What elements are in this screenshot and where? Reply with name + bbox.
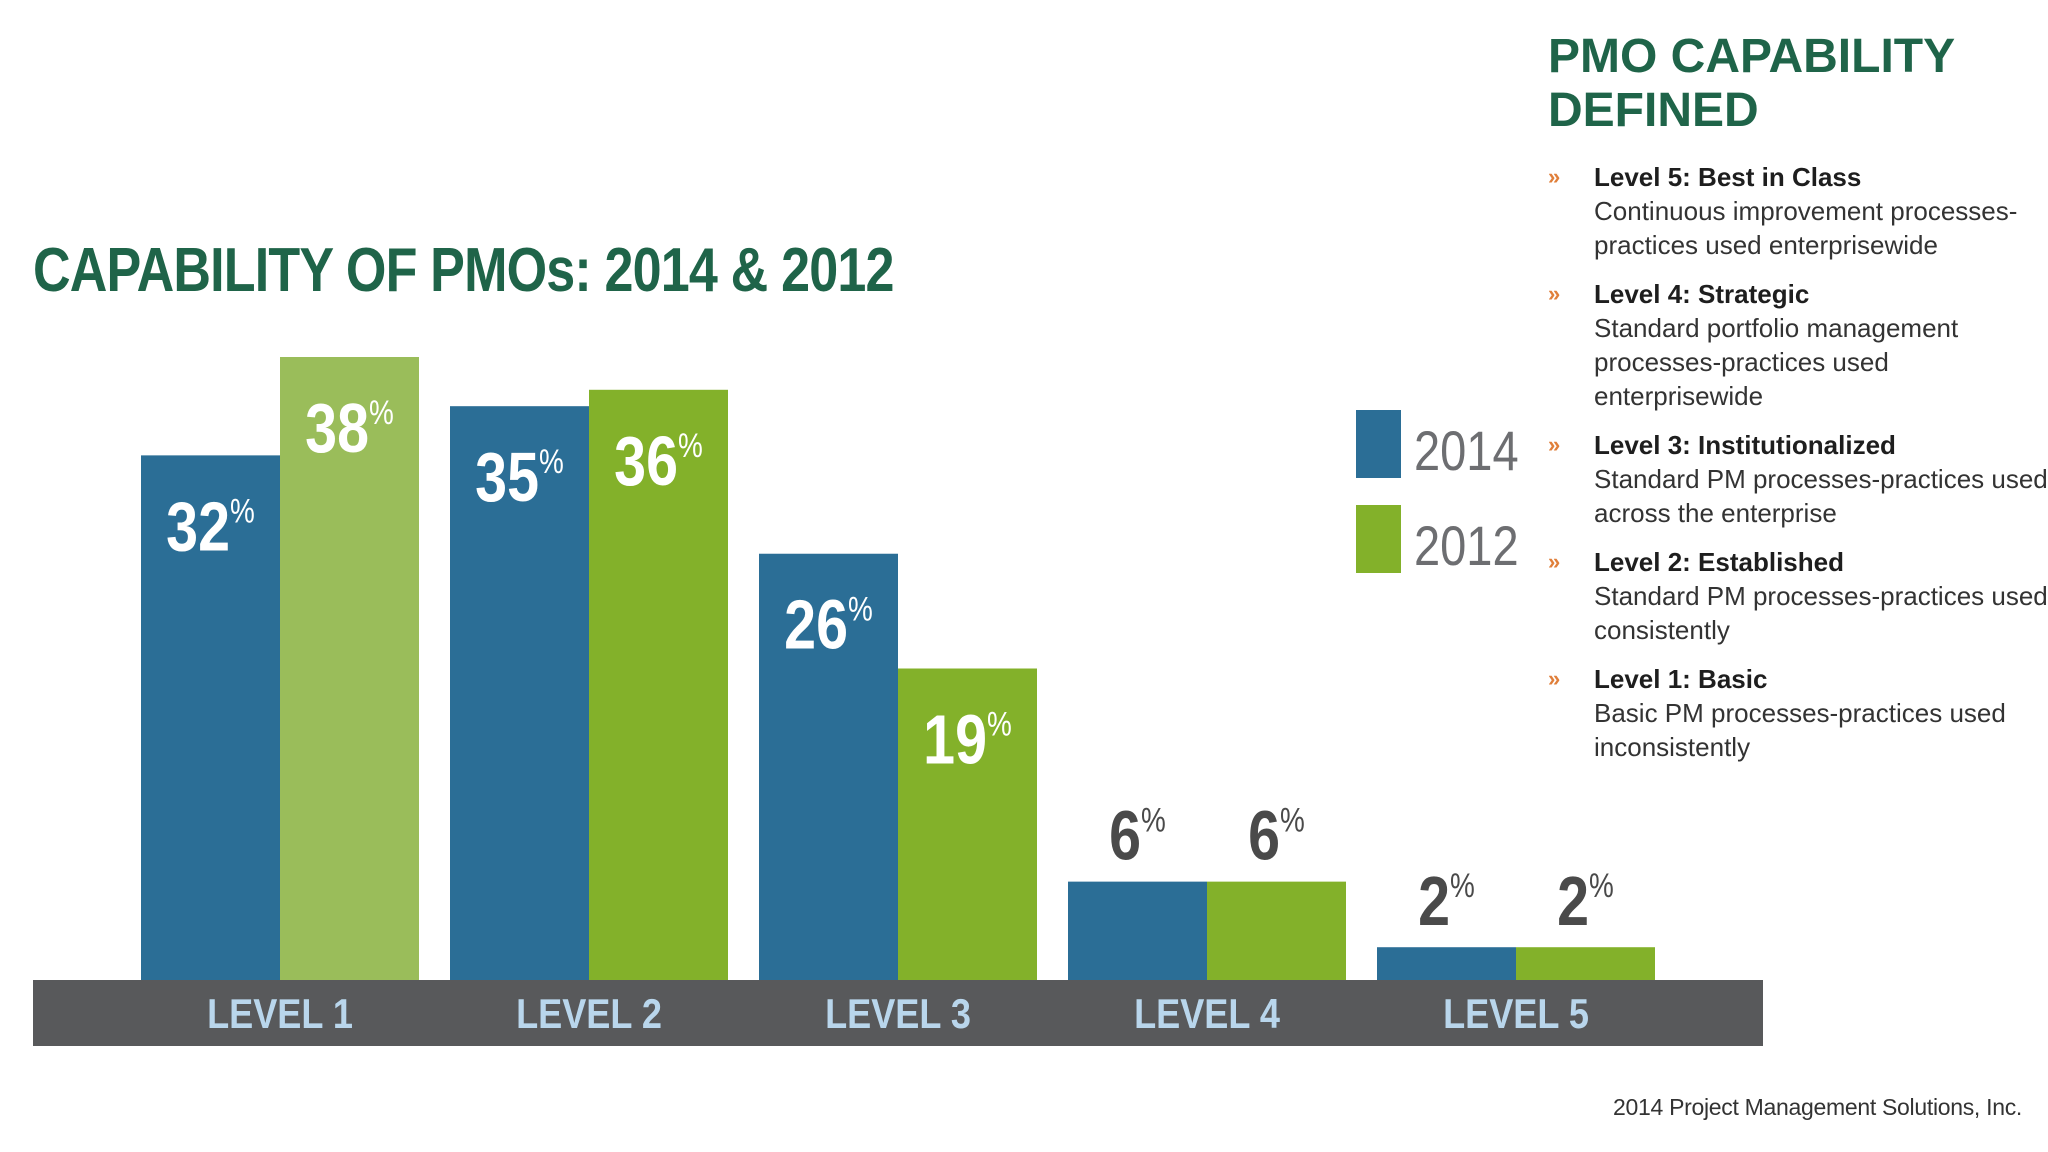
legend-swatch: [1356, 505, 1401, 573]
x-axis-band: [33, 980, 1763, 1046]
data-label: 6%: [1248, 796, 1305, 875]
bar: [141, 455, 280, 980]
data-label: 2%: [1418, 862, 1475, 941]
panel-title: PMO CAPABILITY DEFINED: [1548, 30, 1955, 137]
data-label: 32%: [166, 487, 255, 566]
legend-label: 2014: [1414, 419, 1519, 482]
data-label: 6%: [1109, 796, 1166, 875]
bar: [1516, 947, 1655, 980]
x-tick-label: LEVEL 2: [516, 992, 662, 1038]
capability-definitions-panel: PMO CAPABILITY DEFINED » Level 5: Best i…: [1548, 30, 2048, 779]
bullet-icon: »: [1548, 281, 1561, 306]
definition-description: Standard PM processes-practices used acr…: [1594, 464, 2048, 528]
definition-description: Continuous improvement processes-practic…: [1594, 196, 2018, 260]
bar: [759, 553, 898, 980]
data-label: 26%: [784, 585, 873, 664]
definition-item-level-4: » Level 4: Strategic Standard portfolio …: [1548, 277, 2048, 413]
x-tick-label: LEVEL 4: [1134, 992, 1280, 1038]
chart-title: CAPABILITY OF PMOs: 2014 & 2012: [33, 236, 894, 305]
data-label: 35%: [475, 438, 564, 517]
definition-item-level-3: » Level 3: Institutionalized Standard PM…: [1548, 428, 2048, 530]
x-tick-label: LEVEL 3: [825, 992, 971, 1038]
data-label: 2%: [1557, 862, 1614, 941]
x-tick-label: LEVEL 1: [207, 992, 353, 1038]
legend-swatch: [1356, 410, 1401, 478]
definition-label: Level 3: Institutionalized: [1594, 430, 1896, 460]
legend-label: 2012: [1414, 514, 1519, 577]
definitions-list: » Level 5: Best in Class Continuous impr…: [1548, 160, 2048, 764]
bar: [1377, 947, 1516, 980]
definition-item-level-1: » Level 1: Basic Basic PM processes-prac…: [1548, 662, 2048, 764]
bar: [280, 357, 419, 980]
data-label: 19%: [923, 700, 1012, 779]
definition-label: Level 2: Established: [1594, 547, 1844, 577]
bar: [1068, 881, 1207, 980]
bullet-icon: »: [1548, 666, 1561, 691]
definition-label: Level 5: Best in Class: [1594, 162, 1862, 192]
definition-description: Basic PM processes-practices used incons…: [1594, 698, 2006, 762]
data-label: 36%: [614, 421, 703, 500]
definition-item-level-5: » Level 5: Best in Class Continuous impr…: [1548, 160, 2048, 262]
bar: [1207, 881, 1346, 980]
definition-label: Level 4: Strategic: [1594, 279, 1810, 309]
bullet-icon: »: [1548, 432, 1561, 457]
footer-credit: 2014 Project Management Solutions, Inc.: [1613, 1094, 2022, 1120]
bar: [450, 406, 589, 980]
definition-item-level-2: » Level 2: Established Standard PM proce…: [1548, 545, 2048, 647]
bar: [589, 389, 728, 981]
bar: [898, 668, 1037, 980]
data-label: 38%: [305, 389, 394, 468]
bullet-icon: »: [1548, 549, 1561, 574]
bullet-icon: »: [1548, 164, 1561, 189]
definition-description: Standard PM processes-practices used con…: [1594, 581, 2048, 645]
definition-description: Standard portfolio management processes-…: [1594, 313, 1959, 411]
definition-label: Level 1: Basic: [1594, 664, 1768, 694]
x-tick-label: LEVEL 5: [1443, 992, 1589, 1038]
